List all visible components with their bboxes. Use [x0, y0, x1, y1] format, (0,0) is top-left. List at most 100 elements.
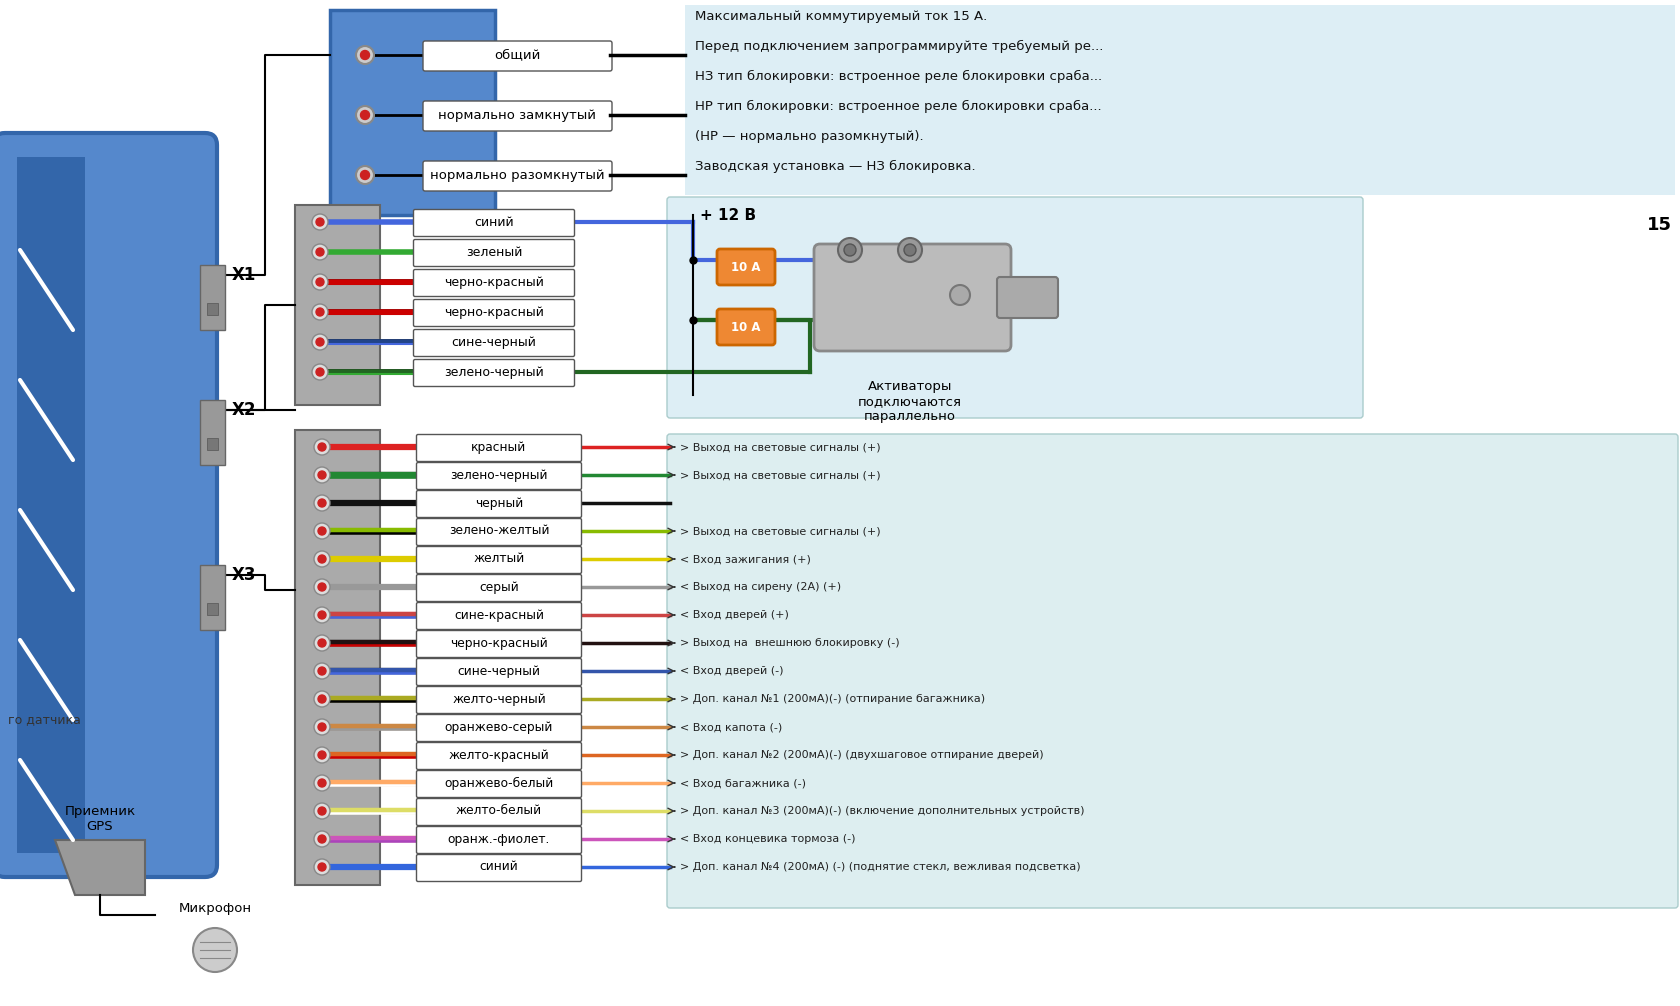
FancyBboxPatch shape [294, 205, 380, 405]
Circle shape [316, 278, 324, 286]
Text: < Вход дверей (+): < Вход дверей (+) [680, 610, 788, 620]
Text: сине-черный: сине-черный [452, 335, 536, 348]
Text: желто-черный: желто-черный [452, 692, 546, 705]
FancyBboxPatch shape [417, 827, 581, 853]
FancyBboxPatch shape [417, 491, 581, 517]
Circle shape [360, 170, 370, 179]
FancyBboxPatch shape [684, 5, 1673, 195]
FancyBboxPatch shape [717, 249, 774, 285]
Text: сине-красный: сине-красный [454, 609, 544, 622]
Circle shape [316, 368, 324, 376]
Text: < Выход на сирену (2А) (+): < Выход на сирену (2А) (+) [680, 582, 840, 592]
Circle shape [314, 467, 329, 483]
FancyBboxPatch shape [667, 197, 1362, 418]
FancyBboxPatch shape [996, 277, 1057, 318]
Circle shape [193, 928, 237, 972]
Circle shape [318, 471, 326, 479]
Circle shape [314, 859, 329, 875]
Text: X2: X2 [232, 401, 257, 420]
Circle shape [318, 583, 326, 591]
FancyBboxPatch shape [0, 133, 217, 877]
Text: черно-красный: черно-красный [444, 306, 544, 319]
Text: > Выход на световые сигналы (+): > Выход на световые сигналы (+) [680, 526, 880, 536]
Circle shape [904, 244, 916, 256]
FancyBboxPatch shape [417, 686, 581, 713]
Circle shape [318, 639, 326, 647]
Circle shape [318, 527, 326, 535]
FancyBboxPatch shape [417, 799, 581, 826]
Text: < Вход багажника (-): < Вход багажника (-) [680, 778, 805, 788]
FancyBboxPatch shape [413, 270, 575, 297]
Circle shape [312, 334, 328, 350]
Circle shape [360, 111, 370, 120]
Circle shape [314, 607, 329, 623]
Text: < Вход дверей (-): < Вход дверей (-) [680, 666, 783, 676]
Circle shape [314, 635, 329, 651]
Circle shape [356, 166, 373, 184]
Text: зелено-черный: зелено-черный [450, 469, 548, 482]
Text: черный: черный [474, 497, 522, 509]
Text: зеленый: зеленый [465, 245, 522, 259]
Text: оранжево-серый: оранжево-серый [445, 720, 553, 733]
FancyBboxPatch shape [417, 435, 581, 462]
Text: общий: общий [494, 48, 539, 61]
Circle shape [312, 214, 328, 230]
Circle shape [314, 831, 329, 847]
Text: > Выход на  внешнюю блокировку (-): > Выход на внешнюю блокировку (-) [680, 638, 899, 648]
Circle shape [314, 747, 329, 763]
Circle shape [314, 439, 329, 455]
FancyBboxPatch shape [413, 239, 575, 267]
Text: синий: синий [479, 860, 517, 873]
FancyBboxPatch shape [413, 330, 575, 356]
Text: нормально разомкнутый: нормально разомкнутый [430, 168, 603, 181]
Circle shape [314, 719, 329, 735]
Circle shape [316, 218, 324, 226]
FancyBboxPatch shape [417, 518, 581, 545]
Text: оранж.-фиолет.: оранж.-фиолет. [447, 833, 549, 845]
Circle shape [312, 274, 328, 290]
Text: > Доп. канал №2 (200мА)(-) (двухшаговое отпирание дверей): > Доп. канал №2 (200мА)(-) (двухшаговое … [680, 750, 1043, 760]
Circle shape [312, 304, 328, 320]
Text: желтый: желтый [474, 552, 524, 565]
Text: Перед подключением запрограммируйте требуемый ре...: Перед подключением запрограммируйте треб… [694, 40, 1102, 53]
Text: (НР — нормально разомкнутый).: (НР — нормально разомкнутый). [694, 130, 922, 143]
Text: сине-черный: сине-черный [457, 665, 541, 677]
Text: желто-белый: желто-белый [455, 805, 541, 818]
FancyBboxPatch shape [200, 265, 225, 330]
FancyBboxPatch shape [417, 714, 581, 741]
Text: > Доп. канал №1 (200мА)(-) (отпирание багажника): > Доп. канал №1 (200мА)(-) (отпирание ба… [680, 694, 984, 704]
Polygon shape [55, 840, 144, 895]
Text: 15: 15 [1646, 216, 1672, 234]
Circle shape [356, 106, 373, 124]
Text: X1: X1 [232, 266, 257, 284]
FancyBboxPatch shape [413, 359, 575, 386]
Circle shape [316, 308, 324, 316]
FancyBboxPatch shape [667, 434, 1677, 908]
Circle shape [949, 285, 969, 305]
Circle shape [312, 364, 328, 380]
FancyBboxPatch shape [294, 430, 380, 885]
Text: НР тип блокировки: встроенное реле блокировки сраба...: НР тип блокировки: встроенное реле блоки… [694, 100, 1100, 113]
Circle shape [897, 238, 921, 262]
FancyBboxPatch shape [417, 546, 581, 573]
Text: оранжево-белый: оранжево-белый [444, 777, 553, 790]
Text: > Доп. канал №3 (200мА)(-) (включение дополнительных устройств): > Доп. канал №3 (200мА)(-) (включение до… [680, 806, 1084, 816]
FancyBboxPatch shape [200, 565, 225, 630]
Text: зелено-черный: зелено-черный [444, 365, 544, 378]
Text: Приемник
GPS: Приемник GPS [64, 805, 136, 833]
Circle shape [838, 238, 862, 262]
Circle shape [318, 695, 326, 703]
Circle shape [312, 244, 328, 260]
Text: зелено-желтый: зелено-желтый [449, 524, 549, 537]
Circle shape [316, 338, 324, 346]
Circle shape [318, 835, 326, 843]
Circle shape [316, 248, 324, 256]
Circle shape [360, 50, 370, 59]
Text: красный: красный [470, 441, 526, 454]
FancyBboxPatch shape [417, 631, 581, 658]
Circle shape [318, 723, 326, 731]
Circle shape [843, 244, 855, 256]
Text: Активаторы
подключаются
параллельно: Активаторы подключаются параллельно [857, 380, 961, 423]
FancyBboxPatch shape [200, 400, 225, 465]
Text: > Выход на световые сигналы (+): > Выход на световые сигналы (+) [680, 442, 880, 452]
